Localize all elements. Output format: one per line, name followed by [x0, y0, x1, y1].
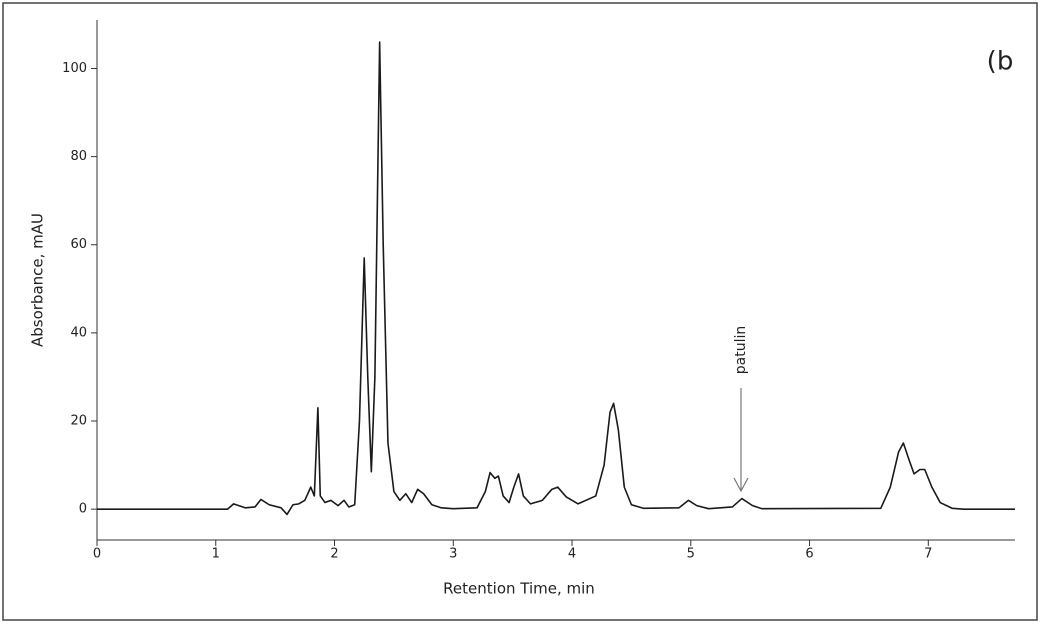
x-tick-label: 1 — [212, 547, 220, 562]
x-tick-label: 5 — [687, 547, 695, 562]
annotation-arrowhead — [733, 477, 749, 493]
x-tick-label: 4 — [568, 547, 576, 562]
x-tick-label: 6 — [805, 547, 813, 562]
x-tick-label: 0 — [93, 547, 101, 562]
panel-label: (b — [987, 47, 1014, 77]
y-tick-label: 80 — [70, 149, 87, 164]
y-tick-label: 0 — [79, 502, 87, 517]
y-axis-label: Absorbance, mAU — [29, 213, 47, 347]
trace — [97, 41, 1015, 516]
x-tick-label: 2 — [330, 547, 338, 562]
annotation: patulin — [733, 326, 749, 374]
x-tick-label: 3 — [449, 547, 457, 562]
y-tick-label: 100 — [62, 61, 87, 76]
y-tick-label: 40 — [70, 325, 87, 340]
x-axis-label: Retention Time, min — [443, 580, 595, 598]
x-tick-label: 7 — [924, 547, 932, 562]
y-tick-label: 60 — [70, 237, 87, 252]
y-tick-label: 20 — [70, 414, 87, 429]
